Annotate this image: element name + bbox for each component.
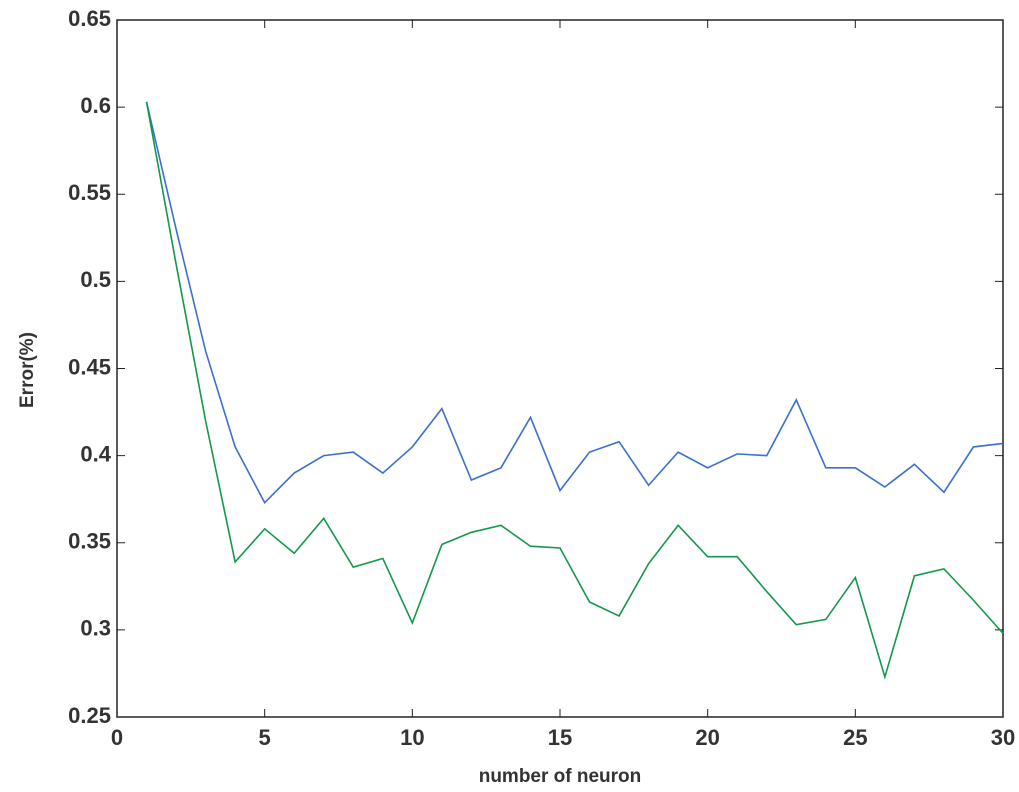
y-tick-label: 0.65: [68, 6, 111, 31]
series-line: [145, 101, 1004, 680]
plot-frame: [116, 19, 1004, 718]
series-line: [145, 101, 1004, 505]
y-tick-label: 0.5: [80, 267, 111, 292]
x-tick-label: 25: [843, 725, 867, 750]
y-axis-label: Error(%): [17, 332, 38, 408]
x-tick-label: 30: [991, 725, 1015, 750]
x-tick-label: 5: [259, 725, 271, 750]
y-tick-label: 0.45: [68, 354, 111, 379]
x-tick-label: 15: [548, 725, 572, 750]
y-tick-label: 0.4: [80, 441, 111, 466]
x-axis-label: number of neuron: [479, 766, 642, 787]
y-tick-label: 0.3: [80, 616, 111, 641]
y-tick-label: 0.35: [68, 529, 111, 554]
x-tick-label: 10: [400, 725, 424, 750]
y-tick-label: 0.25: [68, 703, 111, 728]
y-tick-label: 0.55: [68, 180, 111, 205]
y-tick-label: 0.6: [80, 93, 111, 118]
x-tick-label: 0: [111, 725, 123, 750]
x-tick-label: 20: [695, 725, 719, 750]
